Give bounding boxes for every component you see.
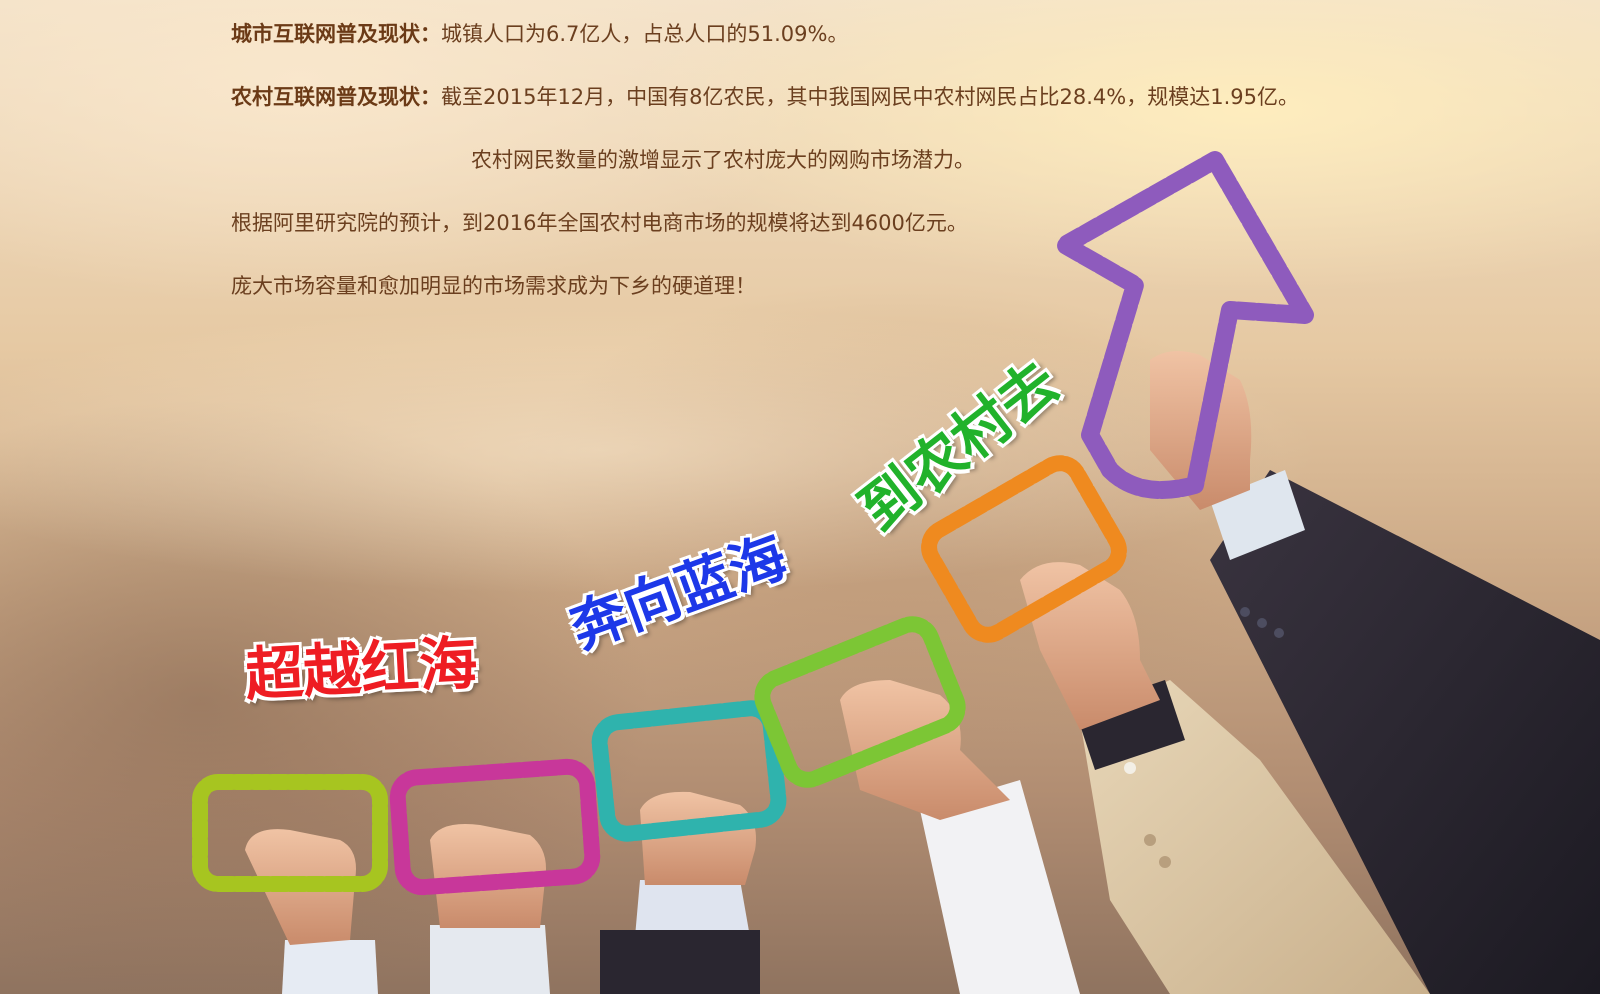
rural-label: 农村互联网普及现状：: [231, 85, 441, 109]
forecast-text: 根据阿里研究院的预计，到2016年全国农村电商市场的规模将达到4600亿元。: [231, 211, 968, 235]
urban-label: 城市互联网普及现状：: [231, 22, 441, 46]
rope-frame-orange: [921, 455, 1127, 643]
rope-frame-magenta: [389, 758, 601, 896]
shirt-sleeves: [282, 780, 1080, 994]
info-row-potential: 农村网民数量的激增显示了农村庞大的网购市场潜力。: [231, 142, 1531, 178]
rope-arrow-purple: [1056, 151, 1314, 499]
info-block: 城市互联网普及现状： 城镇人口为6.7亿人，占总人口的51.09%。 农村互联网…: [231, 16, 1531, 331]
conclusion-text: 庞大市场容量和愈加明显的市场需求成为下乡的硬道理！: [231, 274, 756, 298]
rural-text: 截至2015年12月，中国有8亿农民，其中我国网民中农村网民占比28.4%，规模…: [441, 85, 1299, 109]
info-row-urban: 城市互联网普及现状： 城镇人口为6.7亿人，占总人口的51.09%。: [231, 16, 1531, 52]
info-row-forecast: 根据阿里研究院的预计，到2016年全国农村电商市场的规模将达到4600亿元。: [231, 205, 1531, 241]
rope-frame-yellowgreen: [192, 774, 388, 892]
slogan-beyond-red-sea: 超越红海: [243, 628, 480, 710]
urban-text: 城镇人口为6.7亿人，占总人口的51.09%。: [441, 22, 849, 46]
rope-frame-teal: [591, 700, 787, 842]
potential-text: 农村网民数量的激增显示了农村庞大的网购市场潜力。: [471, 148, 975, 172]
info-row-rural: 农村互联网普及现状： 截至2015年12月，中国有8亿农民，其中我国网民中农村网…: [231, 79, 1531, 115]
rope-frames: [192, 151, 1314, 896]
rope-frame-green: [754, 616, 966, 788]
info-row-conclusion: 庞大市场容量和愈加明显的市场需求成为下乡的硬道理！: [231, 268, 1531, 304]
